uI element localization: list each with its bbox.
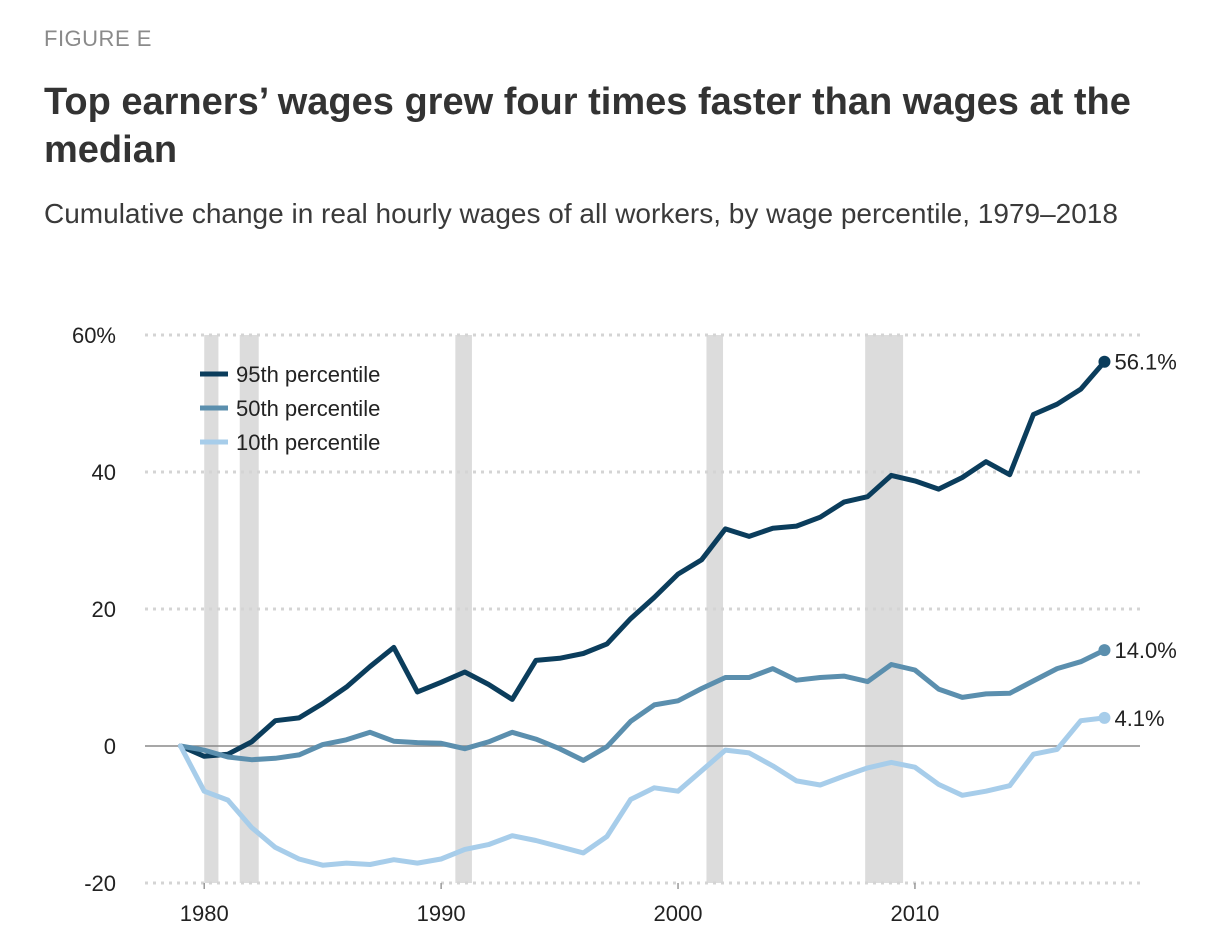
- legend-label-2: 50th percentile: [236, 396, 380, 421]
- end-labels: 56.1% 14.0% 4.1%: [1114, 350, 1176, 731]
- series-end-point-1: [1098, 355, 1111, 368]
- legend-label-1: 95th percentile: [236, 362, 380, 387]
- series-end-label-2: 14.0%: [1114, 638, 1176, 663]
- recession-band-4: [865, 335, 904, 883]
- series-lines: [178, 355, 1111, 868]
- series-end-label-1: 56.1%: [1114, 350, 1176, 375]
- legend: 95th percentile 50th percentile 10th perce…: [200, 362, 380, 455]
- series-end-point-2: [1098, 644, 1111, 657]
- y-axis-ticks: 60% 40 20 0 -20: [72, 323, 116, 896]
- chart-title: Top earners’ wages grew four times faste…: [44, 81, 1131, 171]
- y-tick-label: -20: [84, 871, 116, 896]
- y-tick-label: 60%: [72, 323, 116, 348]
- y-tick-label: 40: [92, 460, 116, 485]
- x-tick-label: 1980: [180, 901, 229, 926]
- series-end-point-3: [1098, 711, 1111, 724]
- series-line-3: [178, 715, 1107, 868]
- y-tick-label: 0: [104, 734, 116, 759]
- figure-label: FIGURE E: [44, 26, 152, 51]
- series-end-label-3: 4.1%: [1114, 706, 1164, 731]
- series-line-1: [178, 359, 1107, 759]
- x-tick-label: 2010: [890, 901, 939, 926]
- x-tick-label: 2000: [654, 901, 703, 926]
- chart-subtitle: Cumulative change in real hourly wages o…: [44, 198, 1118, 229]
- legend-label-3: 10th percentile: [236, 430, 380, 455]
- series-line-2: [178, 647, 1107, 763]
- x-tick-label: 1990: [417, 901, 466, 926]
- y-tick-label: 20: [92, 597, 116, 622]
- x-axis-ticks: 1980 1990 2000 2010: [180, 883, 939, 926]
- line-chart: 60% 40 20 0 -20 1980 1990 2000 2010 56.1% 14.0% 4…: [72, 323, 1177, 926]
